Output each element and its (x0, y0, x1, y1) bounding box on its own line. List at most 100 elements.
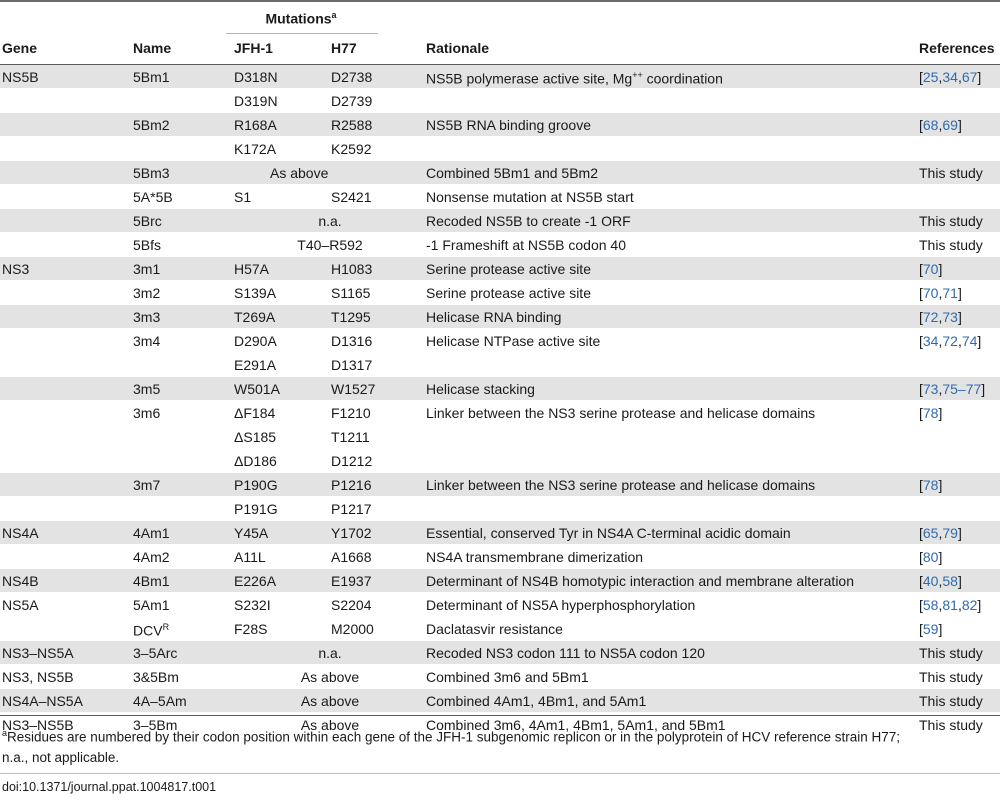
h77-cell: A1668 (331, 544, 426, 569)
rationale-text: Combined 3m6, 4Am1, 4Bm1, 5Am1, and 5Bm1 (426, 716, 726, 733)
name-superscript: R (162, 621, 170, 632)
footnote-text-2: n.a., not applicable. (2, 749, 120, 765)
references-cell (919, 448, 1000, 473)
h77-cell: D1317 (331, 352, 426, 377)
mutation-span-cell: n.a. (234, 640, 426, 665)
rationale-cell: Helicase stacking (426, 376, 919, 401)
reference-link[interactable]: 65 (922, 524, 939, 541)
h77-cell: P1216 (331, 472, 426, 497)
gene-cell: NS3–NS5A (0, 640, 133, 665)
reference-link[interactable]: 72 (922, 308, 939, 325)
jfh1-cell: R168A (234, 112, 331, 137)
name-text: 3m4 (133, 332, 161, 349)
reference-link[interactable]: 69 (942, 116, 958, 133)
rationale-cell: Linker between the NS3 serine protease a… (426, 400, 919, 425)
rationale-cell (426, 448, 919, 473)
table-row: NS3–NS5A 3–5Arc n.a. Recoded NS3 codon 111 … (0, 640, 1000, 665)
reference-link[interactable]: 80 (922, 548, 939, 565)
reference-link[interactable]: 78 (922, 404, 939, 421)
table-row: NS5B 5Bm1 D318N D2738 NS5B polymerase active… (0, 65, 1000, 89)
reference-link[interactable]: 81 (942, 596, 958, 613)
name-cell: 3m3 (133, 304, 234, 329)
reference-link[interactable]: 78 (922, 476, 939, 493)
jfh1-cell: S232I (234, 592, 331, 617)
reference-link[interactable]: 73 (922, 380, 939, 397)
reference-link[interactable]: 34 (922, 332, 939, 349)
reference-link[interactable]: 73 (942, 308, 958, 325)
reference-link[interactable]: 58 (922, 596, 939, 613)
name-text: DCV (133, 622, 163, 639)
h77-cell: S1165 (331, 280, 426, 305)
rationale-cell (426, 88, 919, 113)
name-cell: 5Bm1 (133, 65, 234, 89)
reference-link[interactable]: 58 (942, 572, 958, 589)
references-cell: [58,81,82] (919, 592, 1000, 617)
h77-cell: T1211 (331, 424, 426, 449)
h77-cell: T1295 (331, 304, 426, 329)
gene-cell (0, 328, 133, 353)
references-cell: [80] (919, 544, 1000, 569)
references-cell: This study (919, 160, 1000, 185)
reference-link[interactable]: 40 (922, 572, 939, 589)
table-row: 3m7 P190G P1216 Linker between the NS3 seri… (0, 472, 1000, 497)
reference-link[interactable]: 70 (922, 260, 939, 277)
reference-link[interactable]: 25 (922, 68, 939, 85)
name-cell (133, 496, 234, 521)
h77-cell: S2204 (331, 592, 426, 617)
table-row: 3m4 D290A D1316 Helicase NTPase active site… (0, 328, 1000, 353)
rationale-cell: Daclatasvir resistance (426, 616, 919, 641)
name-cell: 3m2 (133, 280, 234, 305)
mutation-span-text: T40–R592 (297, 236, 363, 253)
reference-text: This study (919, 668, 983, 685)
table-row: 3m6 ΔF184 F1210 Linker between the NS3 seri… (0, 400, 1000, 425)
h77-cell: D1212 (331, 448, 426, 473)
name-cell (133, 136, 234, 161)
reference-link[interactable]: 34 (942, 68, 958, 85)
h77-cell: W1527 (331, 376, 426, 401)
reference-link[interactable]: 72 (942, 332, 958, 349)
mutation-span-cell: As above (234, 160, 426, 185)
header-references: References (919, 40, 995, 56)
name-text: 5Bm1 (133, 68, 170, 85)
rationale-cell: Nonsense mutation at NS5B start (426, 184, 919, 209)
jfh1-cell: P191G (234, 496, 331, 521)
jfh1-cell: ΔD186 (234, 448, 331, 473)
name-text: 5A*5B (133, 188, 173, 205)
h77-cell: R2588 (331, 112, 426, 137)
gene-cell: NS4A–NS5A (0, 688, 133, 713)
name-cell: 3m1 (133, 256, 234, 281)
reference-link[interactable]: 71 (942, 284, 958, 301)
jfh1-cell: D318N (234, 65, 331, 89)
gene-cell (0, 112, 133, 137)
jfh1-cell: E291A (234, 352, 331, 377)
footnote: aResidues are numbered by their codon po… (2, 723, 997, 768)
doi-rule (0, 773, 1000, 774)
rationale-text: Nonsense mutation at NS5B start (426, 188, 634, 205)
rationale-text: Helicase stacking (426, 380, 535, 397)
reference-link[interactable]: 59 (922, 620, 939, 637)
reference-link[interactable]: 70 (922, 284, 939, 301)
reference-link[interactable]: 79 (942, 524, 958, 541)
table-row: NS4A–NS5A 4A–5Am As above Combined 4Am1, 4B… (0, 688, 1000, 713)
rationale-text: Determinant of NS4B homotypic interactio… (426, 572, 854, 589)
mutation-span-text: As above (300, 668, 360, 685)
gene-cell (0, 136, 133, 161)
reference-link[interactable]: 74 (961, 332, 978, 349)
name-text: 3m6 (133, 404, 161, 421)
reference-link[interactable]: 75–77 (942, 380, 982, 397)
rationale-cell: Helicase NTPase active site (426, 328, 919, 353)
references-cell: This study (919, 688, 1000, 713)
header-jfh1: JFH-1 (234, 40, 273, 56)
gene-cell (0, 376, 133, 401)
rationale-text: Recoded NS3 codon 111 to NS5A codon 120 (426, 644, 705, 661)
references-cell: [65,79] (919, 520, 1000, 545)
name-text: 5Am1 (133, 596, 170, 613)
reference-link[interactable]: 82 (961, 596, 978, 613)
header-gene: Gene (2, 40, 38, 56)
rationale-cell: Serine protease active site (426, 256, 919, 281)
doi-text: doi:10.1371/journal.ppat.1004817.t001 (2, 780, 217, 794)
references-cell (919, 88, 1000, 113)
reference-link[interactable]: 67 (961, 68, 978, 85)
reference-link[interactable]: 68 (922, 116, 939, 133)
jfh1-cell: T269A (234, 304, 331, 329)
